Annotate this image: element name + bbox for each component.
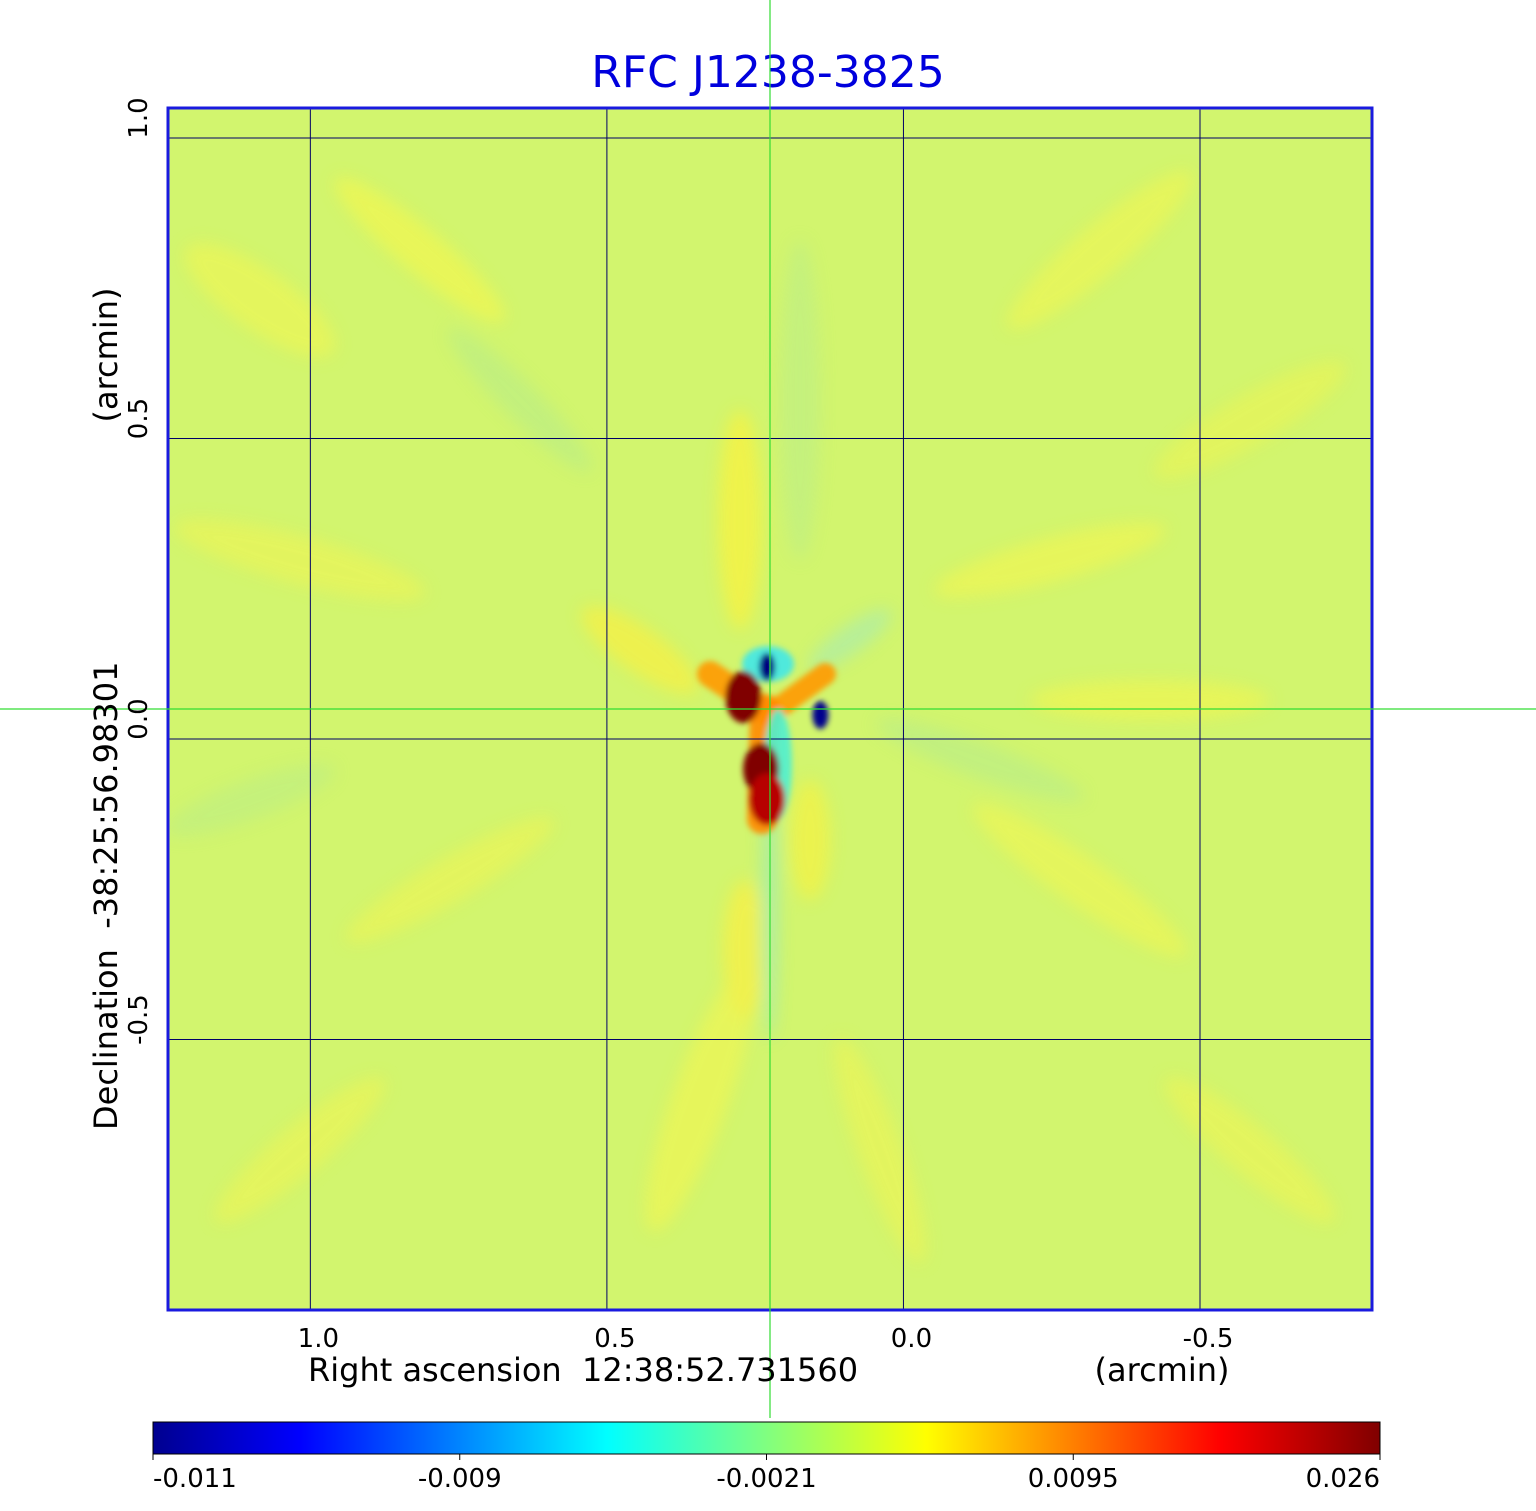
source-peak-negative <box>812 701 829 730</box>
x-axis-label: Right ascension 12:38:52.731560 <box>308 1351 858 1389</box>
crosshair <box>0 0 1536 1418</box>
colorbar-tick-label: 0.0095 <box>1028 1464 1119 1494</box>
colorbar-tick-label: -0.0021 <box>716 1464 816 1494</box>
y-axis-ticks: 1.0 0.5 0.0 -0.5 <box>124 97 154 1045</box>
source-peak-negative <box>759 652 776 681</box>
colorbar-tick-label: -0.011 <box>153 1464 237 1494</box>
x-tick-label: 0.5 <box>594 1324 635 1354</box>
source-peak-positive <box>749 773 786 826</box>
x-axis-unit: (arcmin) <box>1095 1351 1230 1389</box>
y-tick-label: -0.5 <box>124 994 154 1045</box>
y-tick-label: 0.0 <box>124 698 154 739</box>
y-tick-label: 1.0 <box>124 97 154 138</box>
source-peak-positive <box>725 670 762 723</box>
colorbar-ticks: -0.011 -0.009 -0.0021 0.0095 0.026 <box>152 1454 1381 1494</box>
x-axis-ticks: 1.0 0.5 0.0 -0.5 <box>298 1324 1234 1354</box>
y-tick-label: 0.5 <box>124 398 154 439</box>
y-axis-unit: (arcmin) <box>87 288 125 423</box>
x-tick-label: 1.0 <box>298 1324 339 1354</box>
x-tick-label: 0.0 <box>891 1324 932 1354</box>
colorbar-tick-label: 0.026 <box>1306 1464 1380 1494</box>
chart-title: RFC J1238-3825 <box>591 47 944 98</box>
x-tick-label: -0.5 <box>1183 1324 1234 1354</box>
y-axis-label: Declination -38:25:56.98301 <box>87 662 125 1130</box>
colorbar <box>152 1421 1381 1455</box>
colorbar-tick-label: -0.009 <box>418 1464 502 1494</box>
